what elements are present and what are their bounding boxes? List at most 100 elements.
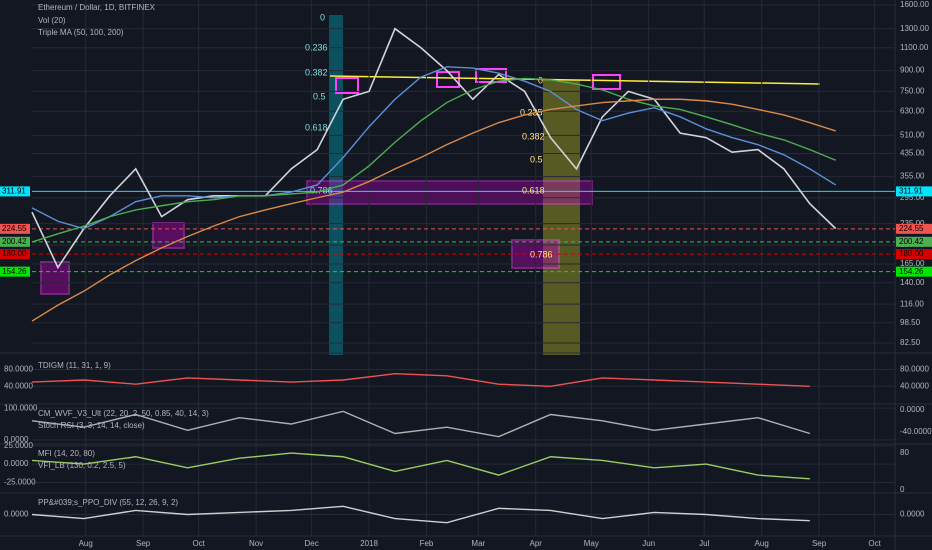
box <box>40 261 70 295</box>
y-tick-label: 0.0000 <box>4 435 29 444</box>
y2-tick-label: 0.0000 <box>900 405 925 414</box>
level-label: 311.91 <box>899 187 923 196</box>
x-tick-label: 2018 <box>360 539 378 548</box>
y-tick-label: 1100.00 <box>900 43 929 52</box>
y-tick-label: 1600.00 <box>900 0 929 9</box>
x-tick-label: Aug <box>755 539 769 548</box>
level-tag <box>896 249 932 260</box>
level-tag <box>896 186 932 197</box>
y2-tick-label: 0.0000 <box>900 510 925 519</box>
y2-tick-label: 40.0000 <box>900 381 929 390</box>
panel-title: CM_WVF_V3_Ult (22, 20, 2, 50, 0.85, 40, … <box>38 409 209 418</box>
level-label: 180.00 <box>899 249 924 258</box>
y-tick-label: 295.00 <box>900 193 925 202</box>
y-tick-label: 82.50 <box>900 338 921 347</box>
level-label: 180.00 <box>2 249 27 258</box>
fib-label: 0.618 <box>522 185 545 195</box>
fib-label: 0 <box>538 75 543 85</box>
series-line <box>31 77 837 243</box>
level-tag <box>0 236 30 247</box>
y-tick-label: 25.0000 <box>4 441 33 450</box>
series-line <box>31 505 810 524</box>
x-tick-label: Nov <box>249 539 263 548</box>
y-tick-label: 98.50 <box>900 318 921 327</box>
chart-title: Ethereum / Dollar, 1D, BITFINEX <box>38 3 156 12</box>
y2-tick-label: -40.0000 <box>900 427 932 436</box>
y-tick-label: 900.00 <box>900 66 925 75</box>
x-tick-label: Aug <box>79 539 93 548</box>
y-tick-label: 140.00 <box>900 278 925 287</box>
fib-label: 0.5 <box>530 154 543 164</box>
fib-label: 0.618 <box>305 122 328 132</box>
highlight-band <box>329 15 343 355</box>
fib-label: 0 <box>320 12 325 22</box>
y-tick-label: 435.00 <box>900 149 925 158</box>
y-tick-label: 80.0000 <box>4 365 33 374</box>
panel-title: PP&#039;s_PPO_DIV (55, 12, 26, 9, 2) <box>38 498 178 507</box>
trend-line <box>329 75 821 85</box>
fib-label: 0.5 <box>313 91 326 101</box>
box <box>335 77 359 94</box>
level-label: 154.26 <box>2 267 27 276</box>
y2-tick-label: 80 <box>900 448 909 457</box>
x-tick-label: Jul <box>699 539 709 548</box>
box <box>152 222 185 249</box>
box <box>592 74 621 90</box>
panel-title: MFI (14, 20, 80) <box>38 449 95 458</box>
fib-label: 0.786 <box>530 249 553 259</box>
fib-label: 0.382 <box>522 131 545 141</box>
fib-label: 0.235 <box>520 107 543 117</box>
y2-tick-label: 0 <box>900 485 905 494</box>
chart-subtitle: Vol (20) <box>38 16 66 25</box>
level-label: 200.42 <box>899 237 924 246</box>
fib-label: 0.236 <box>305 42 328 52</box>
x-tick-label: Feb <box>420 539 434 548</box>
series-line <box>31 373 810 387</box>
x-tick-label: Apr <box>529 539 542 548</box>
x-tick-label: Oct <box>868 539 881 548</box>
x-tick-label: Sep <box>136 539 151 548</box>
level-label: 224.55 <box>2 224 27 233</box>
series-line <box>31 452 810 480</box>
y-tick-label: 750.00 <box>900 86 925 95</box>
level-tag <box>896 266 932 277</box>
x-tick-label: May <box>584 539 599 548</box>
y-tick-label: 1300.00 <box>900 24 929 33</box>
x-tick-label: Dec <box>305 539 319 548</box>
level-label: 200.42 <box>2 237 27 246</box>
level-label: 154.26 <box>899 267 924 276</box>
level-tag <box>0 249 30 260</box>
x-tick-label: Oct <box>192 539 205 548</box>
series-line <box>31 66 837 230</box>
y-tick-label: 100.0000 <box>4 403 38 412</box>
series-line <box>31 27 837 270</box>
x-tick-label: Sep <box>812 539 827 548</box>
level-tag <box>0 266 30 277</box>
chart-subtitle: Triple MA (50, 100, 200) <box>38 28 124 37</box>
highlight-band <box>543 80 580 355</box>
y-tick-label: -25.0000 <box>4 478 36 487</box>
panel-subtitle: VFI_LB (130, 0.2, 2.5, 5) <box>38 461 126 470</box>
level-tag <box>0 186 30 197</box>
y-tick-label: 0.0000 <box>4 510 29 519</box>
series-line <box>31 98 836 322</box>
panel-title: TDIGM (11, 31, 1, 9) <box>38 361 111 370</box>
y2-tick-label: 80.0000 <box>900 365 929 374</box>
level-tag <box>896 236 932 247</box>
level-label: 311.91 <box>2 187 26 196</box>
x-tick-label: Mar <box>471 539 485 548</box>
y-tick-label: 116.00 <box>900 299 924 308</box>
y-tick-label: 40.0000 <box>4 381 33 390</box>
y-tick-label: 510.00 <box>900 130 925 139</box>
level-tag <box>896 223 932 234</box>
level-tag <box>0 223 30 234</box>
series-line <box>31 410 811 438</box>
y-tick-label: 355.00 <box>900 172 925 181</box>
y-tick-label: 630.00 <box>900 106 925 115</box>
x-tick-label: Jun <box>642 539 655 548</box>
fib-label: 0.382 <box>305 67 328 77</box>
y-tick-label: 235.00 <box>900 219 925 228</box>
level-label: 224.55 <box>899 224 924 233</box>
box <box>306 180 593 205</box>
